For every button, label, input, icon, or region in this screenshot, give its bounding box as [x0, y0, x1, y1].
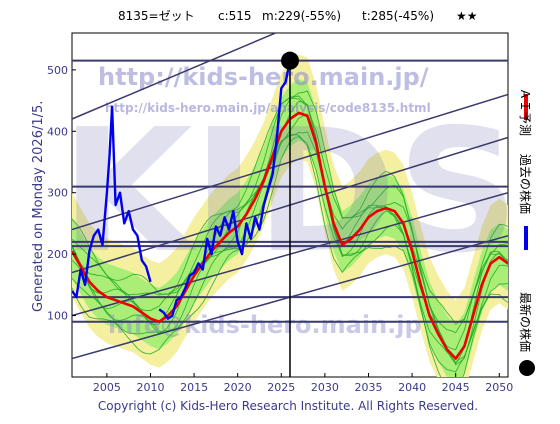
plot-layer: KIDS http://kids-hero.main.jp/ http://ki… — [72, 33, 508, 377]
latest-marker-layer — [281, 51, 299, 377]
watermark-url2: http://kids-hero.main.jp/analysis/code81… — [105, 101, 431, 115]
x-tick-label: 2025 — [267, 381, 295, 394]
trend-channel-line — [72, 33, 278, 120]
header-min: m:229(-55%) — [262, 9, 341, 23]
x-tick-label: 2050 — [485, 381, 513, 394]
copyright: Copyright (c) Kids-Hero Research Institu… — [98, 399, 478, 413]
x-tick-label: 2020 — [224, 381, 252, 394]
generated-note: Generated on Monday 2026/1/5. — [31, 101, 46, 312]
inner-band — [72, 79, 508, 377]
legend-latest-swatch — [519, 360, 535, 376]
y-tick-label: 200 — [47, 248, 68, 261]
y-tick-label: 400 — [47, 125, 68, 138]
x-tick-label: 2005 — [93, 381, 121, 394]
header-stars: ★★ — [456, 9, 478, 23]
x-tick-label: 2035 — [354, 381, 382, 394]
header-code: 8135=ゼット — [118, 9, 195, 23]
x-tick-label: 2015 — [180, 381, 208, 394]
x-tick-label: 2040 — [398, 381, 426, 394]
x-tick-label: 2030 — [311, 381, 339, 394]
header-target: t:285(-45%) — [362, 9, 434, 23]
legend: ＡＩ予測 過去の株価 最新の株価 — [518, 88, 535, 376]
x-axis: 2005 2010 2015 2020 2025 2030 2035 2040 2045 2050 — [93, 373, 513, 394]
legend-latest-label: 最新の株価 — [518, 292, 533, 352]
legend-ai-label: ＡＩ予測 — [518, 88, 532, 136]
legend-past-label: 過去の株価 — [518, 154, 533, 214]
watermark-url: http://kids-hero.main.jp/ — [98, 63, 429, 91]
y-tick-label: 300 — [47, 187, 68, 200]
x-tick-label: 2010 — [136, 381, 164, 394]
y-tick-label: 100 — [47, 310, 68, 323]
latest-price-marker — [281, 51, 299, 70]
x-tick-label: 2045 — [442, 381, 470, 394]
header-current: c:515 — [218, 9, 252, 23]
past-price-line — [72, 60, 292, 320]
y-tick-label: 500 — [47, 64, 68, 77]
y-axis: 100 200 300 400 500 — [47, 64, 76, 323]
